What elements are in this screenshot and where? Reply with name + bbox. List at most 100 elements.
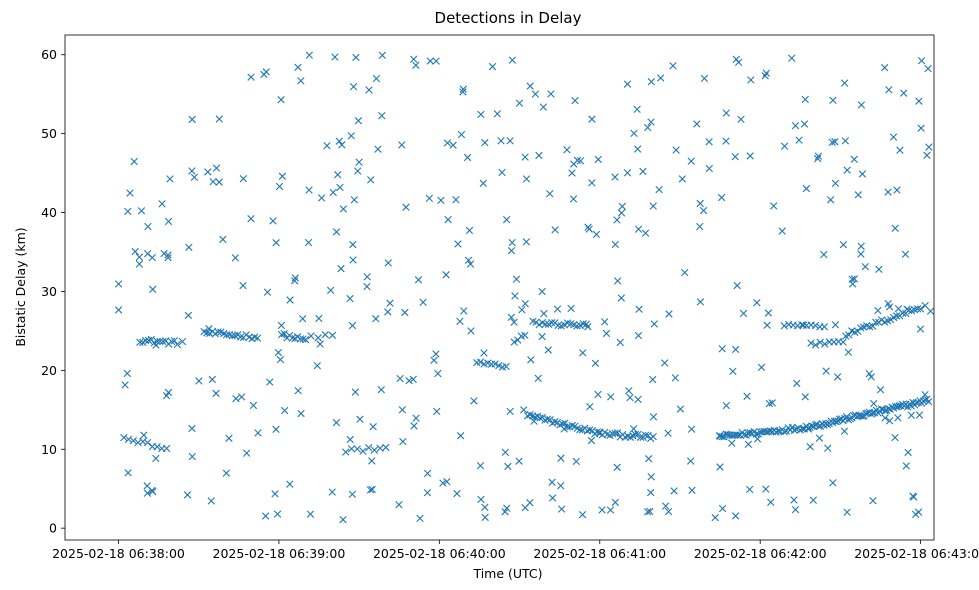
detection-point: [718, 504, 727, 513]
detection-point: [506, 137, 514, 145]
detection-point: [644, 455, 653, 463]
detection-point: [277, 330, 286, 339]
detection-point: [384, 259, 392, 267]
detection-point: [129, 436, 138, 445]
detection-point: [795, 136, 803, 144]
detection-point: [718, 345, 726, 353]
detection-point: [481, 513, 489, 522]
detection-point: [915, 411, 924, 419]
detection-point: [768, 399, 776, 407]
detection-point: [237, 393, 246, 401]
detection-point: [477, 110, 485, 119]
detection-point: [348, 490, 357, 498]
detection-point: [135, 253, 144, 261]
detection-point: [672, 146, 680, 154]
detection-point: [453, 489, 461, 498]
detection-point: [613, 277, 622, 285]
detection-point: [314, 334, 322, 342]
detection-point: [554, 321, 562, 330]
detection-point: [378, 111, 386, 120]
detection-point: [816, 338, 824, 346]
detection-point: [522, 238, 531, 246]
detection-point: [649, 432, 657, 441]
detection-point: [665, 310, 673, 318]
detection-point: [693, 120, 701, 128]
detection-point: [212, 389, 220, 398]
detection-point: [843, 166, 851, 174]
detection-point: [188, 424, 196, 433]
detection-point: [536, 414, 544, 422]
detection-point: [369, 423, 377, 431]
detection-point: [688, 486, 696, 494]
detection-point: [498, 168, 506, 177]
detection-point: [315, 314, 323, 323]
detection-point: [743, 392, 751, 400]
detection-point: [553, 305, 562, 313]
detection-point: [598, 506, 606, 514]
detection-point: [185, 243, 193, 251]
detection-point: [305, 186, 313, 194]
detection-point: [352, 53, 360, 62]
detection-point: [467, 327, 475, 335]
detection-point: [699, 206, 708, 215]
detection-point: [126, 189, 134, 197]
detection-point: [623, 80, 632, 88]
detection-point: [253, 334, 262, 342]
detection-point: [568, 421, 577, 430]
detection-point: [576, 157, 585, 165]
detection-point: [588, 115, 596, 123]
detection-point: [840, 79, 849, 87]
x-tick-label: 2025-02-18 06:40:00: [373, 546, 506, 561]
detection-point: [277, 96, 285, 104]
detection-point: [762, 69, 770, 77]
detection-point: [349, 256, 357, 264]
detection-point: [924, 64, 932, 73]
detection-point: [538, 332, 546, 341]
detection-point: [184, 311, 193, 320]
detection-point: [617, 294, 626, 302]
detection-point: [774, 427, 782, 435]
detection-point: [426, 57, 434, 65]
detection-point: [696, 199, 704, 208]
detection-point: [481, 503, 489, 511]
detection-point: [263, 288, 272, 296]
detection-point: [306, 510, 315, 518]
detection-point: [370, 446, 379, 454]
detection-point: [135, 260, 144, 268]
detection-point: [131, 247, 139, 256]
detection-point: [804, 424, 813, 432]
detection-point: [337, 264, 345, 273]
detection-point: [821, 340, 829, 348]
detection-point: [744, 440, 753, 449]
detection-point: [479, 179, 487, 188]
detection-point: [143, 250, 152, 258]
detection-point: [551, 418, 559, 426]
detection-point: [164, 253, 172, 262]
detection-point: [510, 318, 518, 326]
detection-point: [178, 337, 187, 346]
detection-point: [504, 462, 512, 471]
detection-point: [365, 86, 373, 94]
detection-point: [634, 225, 643, 233]
detection-point: [205, 325, 213, 333]
detection-point: [705, 164, 713, 173]
detection-point: [363, 273, 371, 281]
detection-point: [368, 457, 376, 465]
detection-point: [557, 482, 565, 490]
detection-point: [507, 313, 515, 322]
detection-point: [351, 388, 360, 396]
detection-point: [222, 469, 231, 477]
detection-point: [521, 153, 529, 161]
detection-point: [439, 479, 447, 487]
detection-point: [696, 298, 705, 306]
detection-point: [715, 432, 724, 440]
detection-point: [790, 496, 798, 504]
detection-point: [629, 425, 638, 433]
detection-point: [571, 96, 579, 105]
detection-point: [634, 331, 643, 340]
detection-point: [543, 415, 552, 423]
detection-point: [290, 277, 299, 285]
x-tick-label: 2025-02-18 06:39:00: [213, 546, 346, 561]
detection-point: [921, 390, 929, 399]
